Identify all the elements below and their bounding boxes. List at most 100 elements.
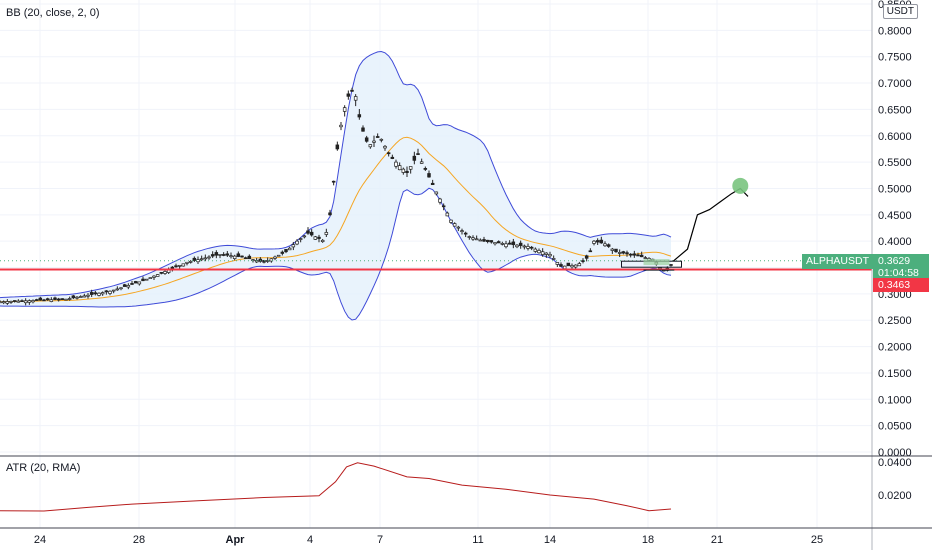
atr-pane (0, 462, 672, 512)
candle-body (5, 301, 10, 304)
candle-body (584, 255, 589, 259)
candle-body (115, 288, 120, 291)
candle-body (67, 298, 72, 300)
time-tick-label: 28 (133, 534, 145, 546)
candle-body (45, 298, 50, 301)
candle-body (60, 298, 65, 300)
candle-body (328, 212, 332, 216)
candle-body (148, 277, 153, 279)
time-tick-label: Apr (226, 534, 246, 546)
time-tick-label: 11 (472, 534, 483, 546)
candle-body (493, 242, 497, 245)
price-tick-label: 0.0500 (878, 421, 912, 433)
candle-body (214, 252, 219, 256)
candle-body (463, 232, 468, 235)
atr-label[interactable]: ATR (20, RMA) (6, 462, 81, 474)
candle-body (89, 292, 94, 295)
candle-body (86, 294, 90, 297)
candle-body (144, 278, 149, 281)
last-price-value: 0.3629 (878, 255, 911, 267)
candle-body (636, 254, 640, 257)
candle-body (31, 300, 35, 303)
candle-body (423, 168, 428, 170)
candle-body (280, 251, 285, 254)
candle-body (199, 258, 204, 261)
support-price-tag: 0.3463 (873, 278, 929, 292)
candle-body (100, 292, 105, 295)
candle-body (397, 165, 402, 171)
candle-body (56, 298, 61, 301)
candle-body (368, 144, 373, 148)
candle-body (599, 239, 604, 244)
candle-body (196, 259, 200, 263)
candle-body (445, 212, 450, 217)
candle-body (361, 127, 365, 132)
candle-body (229, 255, 233, 258)
candle-body (346, 93, 351, 97)
candle-body (273, 256, 277, 259)
candle-body (375, 136, 380, 138)
candle-body (478, 239, 483, 242)
price-tick-label: 0.2000 (878, 342, 912, 354)
candle-body (20, 300, 24, 302)
target-marker (732, 177, 749, 194)
candle-body (595, 240, 600, 243)
price-tick-label: 0.8000 (878, 25, 912, 37)
candle-body (247, 255, 252, 260)
candle-body (192, 257, 197, 261)
candle-countdown: 01:04:58 (878, 267, 919, 279)
candle-body (295, 240, 299, 245)
last-price-tag: 0.3629 01:04:58 (873, 254, 929, 279)
candle-body (390, 156, 395, 159)
candle-body (1, 301, 6, 304)
candle-body (628, 253, 633, 256)
candle-body (573, 264, 578, 268)
candle-body (430, 182, 435, 186)
candle-body (606, 244, 611, 247)
candle-body (621, 251, 626, 254)
candle-body (588, 250, 593, 253)
candle-body (643, 257, 648, 259)
bollinger-band-fill (0, 51, 671, 320)
candle-body (298, 238, 303, 240)
candle-body (639, 254, 644, 258)
price-tick-label: 0.1500 (878, 368, 912, 380)
projection-path (672, 187, 749, 262)
price-tick-label: 0.7500 (878, 52, 912, 64)
candle-body (559, 264, 563, 267)
candle-body (27, 300, 32, 303)
candle-body (302, 235, 307, 238)
candle-body (353, 96, 358, 101)
candle-body (38, 297, 43, 301)
candle-body (339, 124, 343, 128)
atr-tick-label: 0.0400 (878, 457, 912, 469)
price-tick-label: 0.4000 (878, 236, 912, 248)
candle-body (386, 152, 391, 155)
candle-body (350, 89, 354, 92)
candle-body (320, 239, 325, 243)
candle-body (203, 257, 208, 260)
time-tick-label: 25 (811, 534, 823, 546)
candle-body (408, 166, 413, 170)
candle-body (507, 242, 512, 245)
candle-body (610, 248, 615, 251)
candle-body (232, 255, 237, 259)
candle-body (357, 114, 362, 118)
candle-body (342, 107, 347, 112)
atr-line (0, 462, 672, 512)
price-tick-label: 0.6500 (878, 104, 912, 116)
breakout-zone (643, 259, 670, 266)
candle-body (467, 236, 472, 238)
candle-body (122, 284, 127, 287)
candle-body (603, 243, 607, 247)
bollinger-band-area (0, 51, 671, 320)
candle-body (306, 230, 310, 234)
candle-body (174, 265, 178, 268)
currency-unit-button[interactable]: USDT (882, 4, 918, 19)
candle-body (276, 254, 281, 257)
candlesticks (0, 87, 673, 306)
candle-body (126, 285, 131, 288)
bollinger-bands-label[interactable]: BB (20, close, 2, 0) (6, 7, 100, 19)
candle-body (581, 260, 585, 262)
